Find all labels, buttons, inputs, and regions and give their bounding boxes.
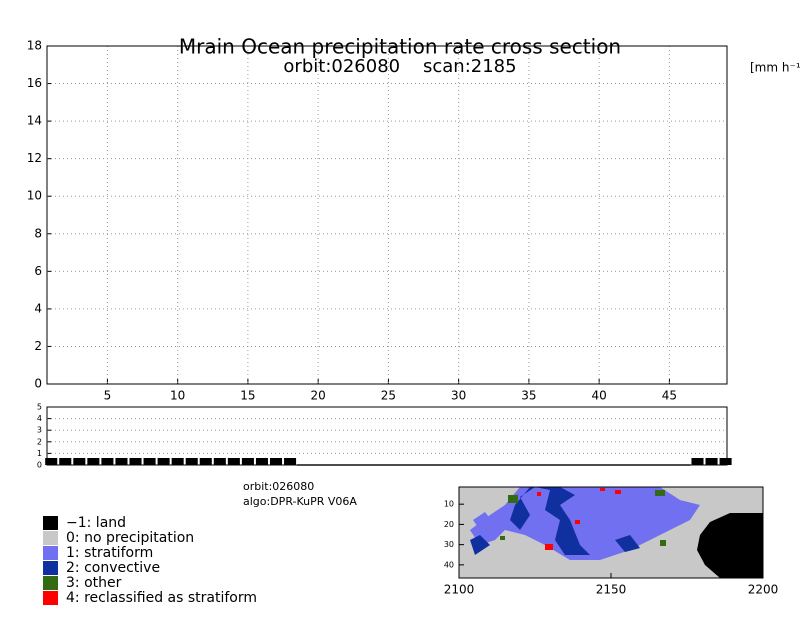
- annotation: orbit:026080: [243, 480, 314, 493]
- y-tick-label: 4: [37, 414, 42, 423]
- land-marker: [199, 458, 212, 465]
- y-tick-label: 4: [34, 301, 42, 315]
- land-marker: [157, 458, 170, 465]
- x-tick-label: 45: [662, 389, 677, 403]
- annotation: algo:DPR-KuPR V06A: [243, 495, 357, 508]
- map-raster: [459, 487, 763, 578]
- y-tick-label: 8: [34, 226, 42, 240]
- land-marker: [241, 458, 254, 465]
- x-tick-label: 25: [381, 389, 396, 403]
- land-marker: [59, 458, 72, 465]
- land-marker: [87, 458, 100, 465]
- legend-swatch: [43, 516, 58, 530]
- land-marker: [143, 458, 156, 465]
- x-tick-label: 2100: [444, 583, 475, 597]
- y-tick-label: 10: [444, 500, 454, 509]
- y-unit: [mm h⁻¹]: [750, 61, 800, 75]
- land-marker: [171, 458, 184, 465]
- y-tick-label: 1: [37, 449, 42, 458]
- land-marker: [73, 458, 86, 465]
- land-marker: [115, 458, 128, 465]
- y-tick-label: 16: [27, 76, 42, 90]
- land-marker: [213, 458, 226, 465]
- x-tick-label: 30: [451, 389, 466, 403]
- legend-swatch: [43, 561, 58, 575]
- legend-swatch: [43, 531, 58, 545]
- legend-swatch: [43, 591, 58, 605]
- land-marker: [227, 458, 240, 465]
- legend-swatch: [43, 576, 58, 590]
- y-tick-label: 2: [34, 339, 42, 353]
- legend-label: 2: convective: [66, 560, 160, 576]
- land-marker: [185, 458, 198, 465]
- y-tick-label: 6: [34, 264, 42, 278]
- land-marker: [45, 458, 58, 465]
- x-tick-label: 10: [170, 389, 185, 403]
- plot-frame: [46, 406, 728, 466]
- legend-label: 0: no precipitation: [66, 530, 194, 546]
- y-tick-label: 12: [27, 151, 42, 165]
- legend-swatch: [43, 546, 58, 560]
- y-tick-label: 10: [27, 189, 42, 203]
- x-tick-label: 20: [311, 389, 326, 403]
- chart-subtitle: orbit:026080 scan:2185: [283, 56, 516, 77]
- x-tick-label: 40: [592, 389, 607, 403]
- land-marker: [129, 458, 142, 465]
- y-tick-label: 2: [37, 437, 42, 446]
- legend-label: 1: stratiform: [66, 545, 153, 561]
- y-tick-label: 14: [27, 114, 42, 128]
- y-tick-label: 0: [37, 461, 42, 470]
- land-marker: [269, 458, 283, 465]
- x-tick-label: 2150: [596, 583, 627, 597]
- land-marker: [284, 458, 297, 465]
- x-tick-label: 2200: [748, 583, 779, 597]
- plot-frame: [46, 45, 728, 385]
- legend-label: 3: other: [66, 575, 122, 591]
- y-tick-label: 18: [27, 39, 42, 53]
- x-tick-label: 15: [240, 389, 255, 403]
- y-tick-label: 3: [37, 426, 42, 435]
- y-tick-label: 40: [444, 560, 454, 569]
- land-marker: [691, 458, 704, 465]
- y-tick-label: 20: [444, 520, 454, 529]
- y-tick-label: 5: [37, 403, 42, 412]
- land-marker: [719, 458, 732, 465]
- land-marker: [255, 458, 268, 465]
- land-marker: [101, 458, 114, 465]
- land-marker: [705, 458, 718, 465]
- y-tick-label: 0: [34, 377, 42, 391]
- legend-label: 4: reclassified as stratiform: [66, 590, 257, 606]
- x-tick-label: 35: [521, 389, 536, 403]
- legend-label: −1: land: [66, 515, 126, 531]
- y-tick-label: 30: [444, 540, 454, 549]
- x-tick-label: 5: [104, 389, 112, 403]
